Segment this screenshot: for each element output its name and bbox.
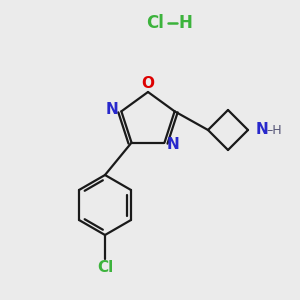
Text: Cl: Cl: [146, 14, 164, 32]
Text: –H: –H: [266, 124, 282, 136]
Text: H: H: [178, 14, 192, 32]
Text: N: N: [256, 122, 269, 137]
Text: Cl: Cl: [97, 260, 113, 275]
Text: N: N: [106, 102, 119, 117]
Text: O: O: [142, 76, 154, 92]
Text: N: N: [167, 137, 180, 152]
